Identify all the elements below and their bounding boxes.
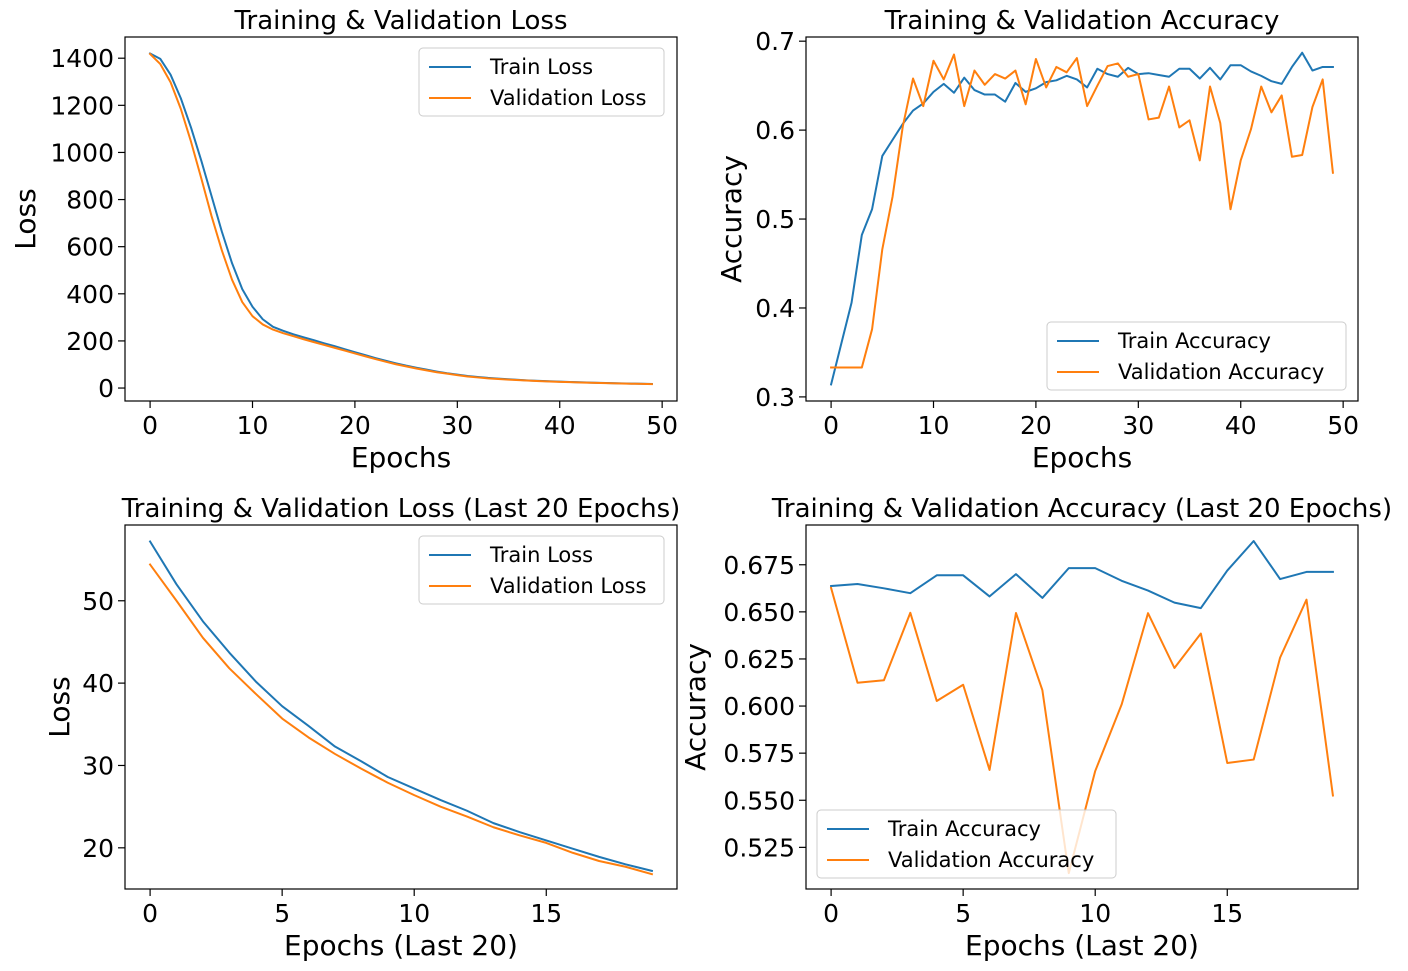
legend-label: Validation Accuracy <box>1118 360 1324 384</box>
chart-title: Training & Validation Loss (Last 20 Epoc… <box>121 494 681 524</box>
y-tick-label: 0.525 <box>723 833 795 862</box>
legend-label: Validation Loss <box>490 86 646 110</box>
y-tick-label: 1000 <box>50 138 114 167</box>
legend-label: Train Loss <box>489 55 593 79</box>
y-tick-label: 20 <box>82 834 114 863</box>
axes-frame <box>124 36 678 402</box>
series-line-train <box>148 540 654 873</box>
chart-title: Training & Validation Loss <box>233 6 567 36</box>
series-line-validation <box>830 53 1335 369</box>
y-tick-label: 0.6 <box>755 116 795 145</box>
y-axis-label: Accuracy <box>679 643 712 771</box>
y-tick-label: 0.550 <box>723 786 795 815</box>
y-tick-label: 30 <box>82 751 114 780</box>
x-axis-label: Epochs <box>351 441 451 474</box>
x-tick-label: 10 <box>398 899 430 928</box>
legend-box <box>816 809 1117 879</box>
axes-frame <box>805 524 1359 890</box>
x-tick-label: 0 <box>142 899 158 928</box>
x-tick-label: 10 <box>237 411 269 440</box>
legend-box <box>418 47 665 117</box>
y-tick-label: 1200 <box>50 91 114 120</box>
y-axis-label: Loss <box>9 188 42 249</box>
legend: Train Loss Validation Loss <box>418 535 665 605</box>
y-tick-label: 800 <box>66 186 114 215</box>
x-tick-label: 10 <box>1079 899 1111 928</box>
subplot-4: 0 5 10 15 0.525 0.550 0.575 0.600 0.625 0.650 0.67… <box>679 494 1392 962</box>
y-axis-label: Loss <box>43 676 76 737</box>
y-tick-label: 40 <box>82 669 114 698</box>
x-tick-label: 20 <box>1020 411 1052 440</box>
y-tick-label: 0.7 <box>755 27 795 56</box>
x-axis-label: Epochs (Last 20) <box>284 929 518 962</box>
x-tick-label: 30 <box>1122 411 1154 440</box>
y-tick-label: 0.625 <box>723 645 795 674</box>
y-tick-label: 0.5 <box>755 205 795 234</box>
legend-label: Train Accuracy <box>1117 329 1271 353</box>
y-tick-label: 0.650 <box>723 598 795 627</box>
x-tick-label: 40 <box>544 411 576 440</box>
x-axis-label: Epochs <box>1032 441 1132 474</box>
x-axis-label: Epochs (Last 20) <box>965 929 1199 962</box>
y-tick-label: 0.600 <box>723 692 795 721</box>
x-tick-label: 15 <box>1211 899 1243 928</box>
legend: Train Accuracy Validation Accuracy <box>816 809 1117 879</box>
subplot-1: 0 10 20 30 40 50 0 200 400 600 800 1000 1200 1400 Trai… <box>9 6 678 474</box>
x-tick-label: 15 <box>530 899 562 928</box>
x-tick-label: 50 <box>1327 411 1359 440</box>
series-line-validation <box>148 563 654 876</box>
y-tick-label: 1400 <box>50 44 114 73</box>
legend: Train Loss Validation Loss <box>418 47 665 117</box>
subplot-3: 0 5 10 15 20 30 40 50 Training & Validation Loss… <box>43 494 680 962</box>
y-tick-label: 0.4 <box>755 294 795 323</box>
series-line-validation <box>148 52 653 386</box>
x-tick-label: 10 <box>918 411 950 440</box>
y-tick-label: 200 <box>66 327 114 356</box>
x-tick-label: 0 <box>823 899 839 928</box>
y-tick-label: 0.3 <box>755 383 795 412</box>
x-tick-label: 30 <box>441 411 473 440</box>
legend-label: Train Accuracy <box>887 817 1041 841</box>
axes-frame <box>124 524 678 890</box>
y-tick-label: 600 <box>66 233 114 262</box>
y-tick-label: 0.675 <box>723 551 795 580</box>
chart-title: Training & Validation Accuracy (Last 20 … <box>771 494 1392 524</box>
y-tick-label: 50 <box>82 587 114 616</box>
legend-label: Train Loss <box>489 543 593 567</box>
y-tick-label: 400 <box>66 280 114 309</box>
y-tick-label: 0.575 <box>723 739 795 768</box>
x-tick-label: 5 <box>955 899 971 928</box>
x-tick-label: 0 <box>823 411 839 440</box>
x-tick-label: 20 <box>339 411 371 440</box>
y-axis-label: Accuracy <box>715 155 748 283</box>
series-line-train <box>830 540 1334 610</box>
subplot-2: 0 10 20 30 40 50 0.3 0.4 0.5 0.6 0.7 Training & Val… <box>715 6 1359 474</box>
y-tick-label: 0 <box>98 374 114 403</box>
legend: Train Accuracy Validation Accuracy <box>1046 321 1347 391</box>
legend-box <box>1046 321 1347 391</box>
legend-box <box>418 535 665 605</box>
x-tick-label: 5 <box>274 899 290 928</box>
chart-title: Training & Validation Accuracy <box>884 6 1280 36</box>
x-tick-label: 40 <box>1225 411 1257 440</box>
legend-label: Validation Loss <box>490 574 646 598</box>
x-tick-label: 0 <box>142 411 158 440</box>
x-tick-label: 50 <box>646 411 678 440</box>
legend-label: Validation Accuracy <box>888 848 1094 872</box>
